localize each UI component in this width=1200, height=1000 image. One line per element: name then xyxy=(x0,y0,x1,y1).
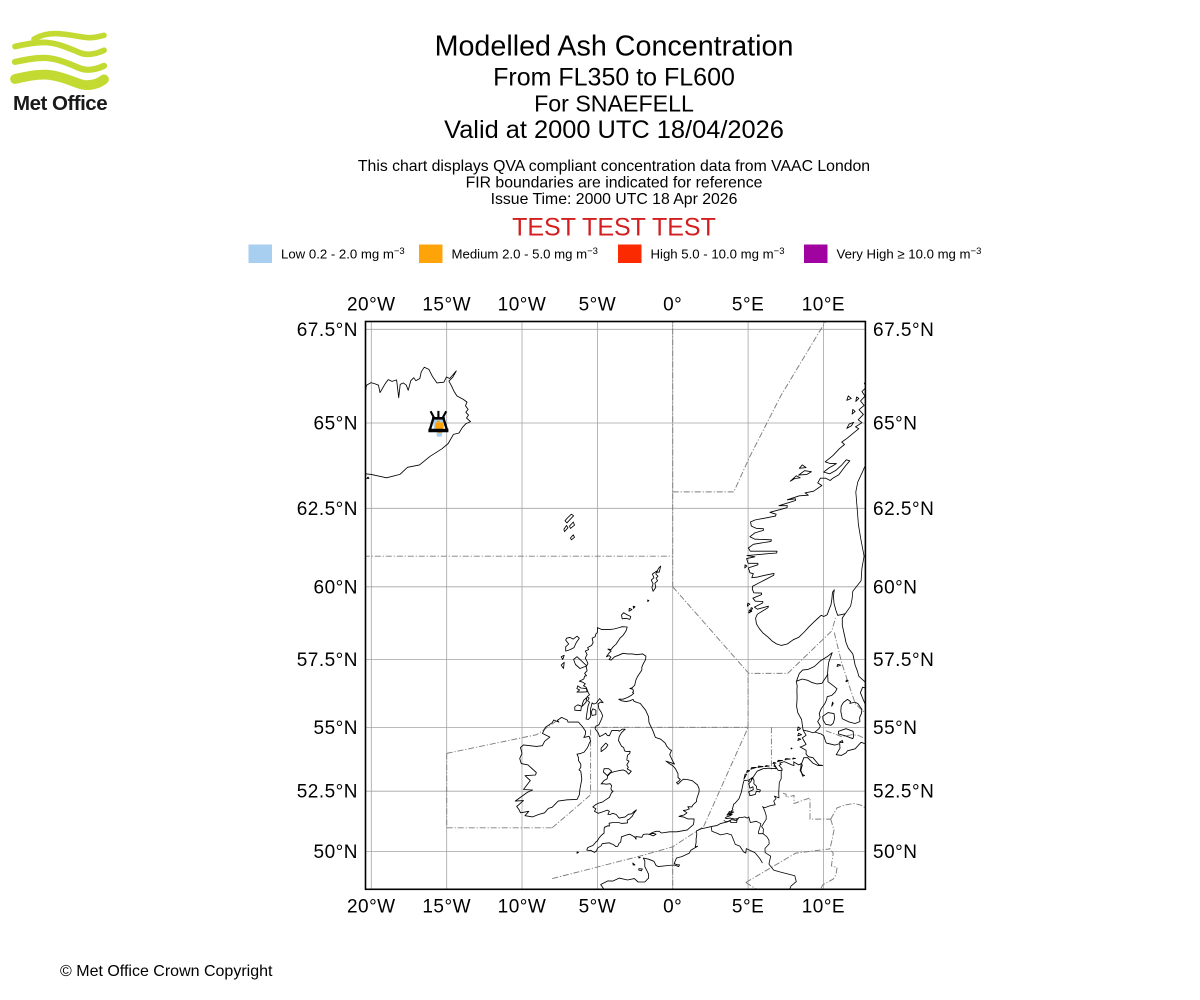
svg-text:15°W: 15°W xyxy=(422,897,471,918)
svg-text:52.5°N: 52.5°N xyxy=(873,782,934,803)
svg-text:Issue Time: 2000 UTC 18 Apr 20: Issue Time: 2000 UTC 18 Apr 2026 xyxy=(491,191,738,208)
svg-text:TEST TEST TEST: TEST TEST TEST xyxy=(512,214,716,242)
svg-text:62.5°N: 62.5°N xyxy=(297,499,358,520)
svg-text:67.5°N: 67.5°N xyxy=(873,320,934,341)
svg-text:0°: 0° xyxy=(663,897,682,918)
svg-text:© Met Office Crown Copyright: © Met Office Crown Copyright xyxy=(60,963,273,980)
svg-text:15°W: 15°W xyxy=(422,295,471,316)
svg-text:Valid at 2000 UTC 18/04/2026: Valid at 2000 UTC 18/04/2026 xyxy=(444,116,784,144)
svg-text:10°W: 10°W xyxy=(498,295,547,316)
svg-text:High 5.0 - 10.0 mg m−3: High 5.0 - 10.0 mg m−3 xyxy=(651,246,785,262)
svg-text:67.5°N: 67.5°N xyxy=(297,320,358,341)
svg-text:10°W: 10°W xyxy=(498,897,547,918)
svg-text:FIR boundaries are indicated f: FIR boundaries are indicated for referen… xyxy=(466,175,763,192)
svg-text:57.5°N: 57.5°N xyxy=(873,650,934,671)
svg-text:10°E: 10°E xyxy=(802,897,845,918)
svg-text:60°N: 60°N xyxy=(314,577,358,598)
svg-text:Met Office: Met Office xyxy=(13,92,107,115)
svg-text:62.5°N: 62.5°N xyxy=(873,499,934,520)
svg-text:This chart displays QVA compli: This chart displays QVA compliant concen… xyxy=(358,158,870,175)
svg-text:50°N: 50°N xyxy=(314,842,358,863)
svg-text:52.5°N: 52.5°N xyxy=(297,782,358,803)
svg-text:10°E: 10°E xyxy=(802,295,845,316)
svg-text:20°W: 20°W xyxy=(347,897,396,918)
svg-text:50°N: 50°N xyxy=(873,842,917,863)
svg-text:Low 0.2 - 2.0 mg m−3: Low 0.2 - 2.0 mg m−3 xyxy=(281,246,405,262)
svg-text:55°N: 55°N xyxy=(873,718,917,739)
svg-text:20°W: 20°W xyxy=(347,295,396,316)
svg-text:65°N: 65°N xyxy=(873,414,917,435)
svg-text:For SNAEFELL: For SNAEFELL xyxy=(534,91,694,117)
svg-text:From FL350 to FL600: From FL350 to FL600 xyxy=(493,64,735,92)
svg-text:Medium 2.0 - 5.0 mg m−3: Medium 2.0 - 5.0 mg m−3 xyxy=(452,246,598,262)
svg-text:55°N: 55°N xyxy=(314,718,358,739)
svg-text:Modelled Ash Concentration: Modelled Ash Concentration xyxy=(435,31,794,63)
svg-text:5°W: 5°W xyxy=(579,897,617,918)
svg-text:60°N: 60°N xyxy=(873,577,917,598)
svg-text:5°E: 5°E xyxy=(732,295,764,316)
svg-text:57.5°N: 57.5°N xyxy=(297,650,358,671)
svg-text:0°: 0° xyxy=(663,295,682,316)
svg-text:65°N: 65°N xyxy=(314,414,358,435)
svg-text:Very High ≥ 10.0 mg m−3: Very High ≥ 10.0 mg m−3 xyxy=(837,246,982,262)
svg-text:5°E: 5°E xyxy=(732,897,764,918)
svg-text:5°W: 5°W xyxy=(579,295,617,316)
